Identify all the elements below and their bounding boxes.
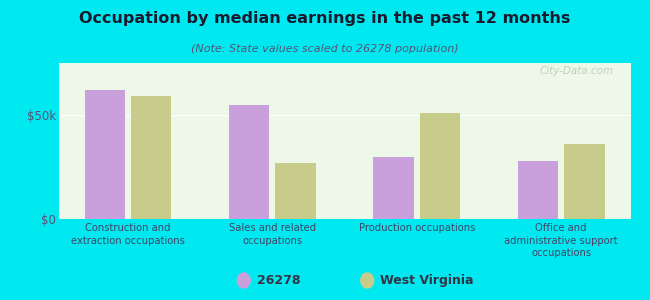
Bar (373, 157, 414, 219)
Bar (564, 144, 605, 219)
Bar (84, 90, 125, 219)
Bar (420, 113, 460, 219)
Text: (Note: State values scaled to 26278 population): (Note: State values scaled to 26278 popu… (191, 44, 459, 53)
Text: West Virginia: West Virginia (380, 274, 474, 287)
Bar (275, 163, 316, 219)
Bar (131, 96, 171, 219)
Text: City-Data.com: City-Data.com (540, 66, 614, 76)
Bar (229, 105, 269, 219)
Bar (518, 161, 558, 219)
Text: Occupation by median earnings in the past 12 months: Occupation by median earnings in the pas… (79, 11, 571, 26)
Text: 26278: 26278 (257, 274, 300, 287)
